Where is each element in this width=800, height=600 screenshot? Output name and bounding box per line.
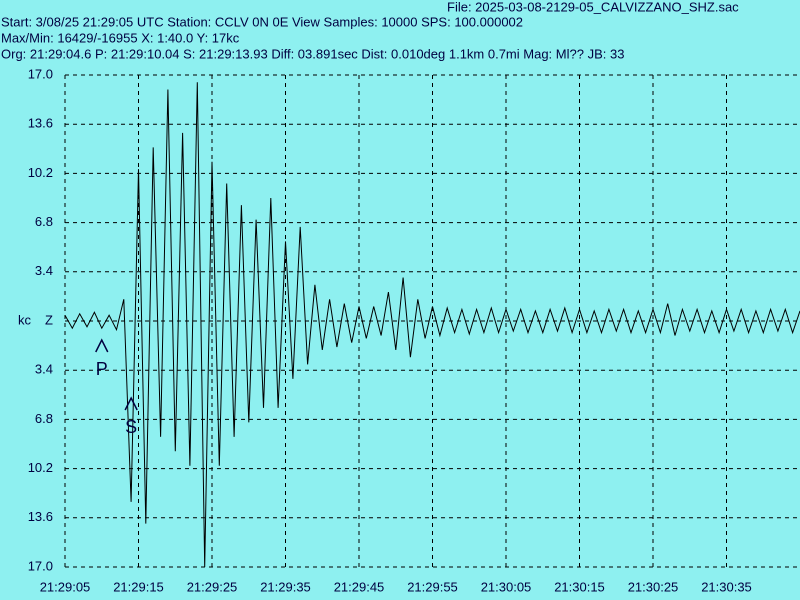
origin-info: Org: 21:29:04.6 P: 21:29:10.04 S: 21:29:… xyxy=(1,46,624,61)
y-tick-label: 10.2 xyxy=(28,165,53,180)
x-tick-label: 21:30:15 xyxy=(554,579,605,594)
x-tick-label: 21:29:45 xyxy=(334,579,385,594)
phase-arrow xyxy=(95,338,109,353)
phase-arrow xyxy=(124,396,138,411)
phase-label: P xyxy=(96,359,108,379)
y-tick-label: 6.8 xyxy=(35,411,53,426)
max-min-info: Max/Min: 16429/-16955 X: 1:40.0 Y: 17kc xyxy=(1,30,240,45)
x-tick-label: 21:30:05 xyxy=(481,579,532,594)
file-name: File: 2025-03-08-2129-05_CALVIZZANO_SHZ.… xyxy=(447,0,739,14)
x-tick-label: 21:30:25 xyxy=(628,579,679,594)
y-tick-label: Z xyxy=(45,312,53,327)
y-tick-label: 13.6 xyxy=(28,509,53,524)
y-tick-label: 10.2 xyxy=(28,460,53,475)
y-tick-label: 3.4 xyxy=(35,362,53,377)
x-tick-label: 21:29:35 xyxy=(260,579,311,594)
x-tick-label: 21:29:55 xyxy=(407,579,458,594)
y-axis-label: kc xyxy=(18,312,32,327)
y-tick-label: 17.0 xyxy=(28,558,53,573)
x-tick-label: 21:29:15 xyxy=(113,579,164,594)
y-tick-label: 3.4 xyxy=(35,263,53,278)
x-tick-label: 21:30:35 xyxy=(701,579,752,594)
y-tick-label: 6.8 xyxy=(35,214,53,229)
waveform xyxy=(64,82,800,568)
start-info: Start: 3/08/25 21:29:05 UTC Station: CCL… xyxy=(1,14,523,29)
y-tick-label: 13.6 xyxy=(28,116,53,131)
phase-label: S xyxy=(125,417,137,437)
x-tick-label: 21:29:25 xyxy=(187,579,238,594)
y-tick-label: 17.0 xyxy=(28,66,53,81)
x-tick-label: 21:29:05 xyxy=(40,579,91,594)
